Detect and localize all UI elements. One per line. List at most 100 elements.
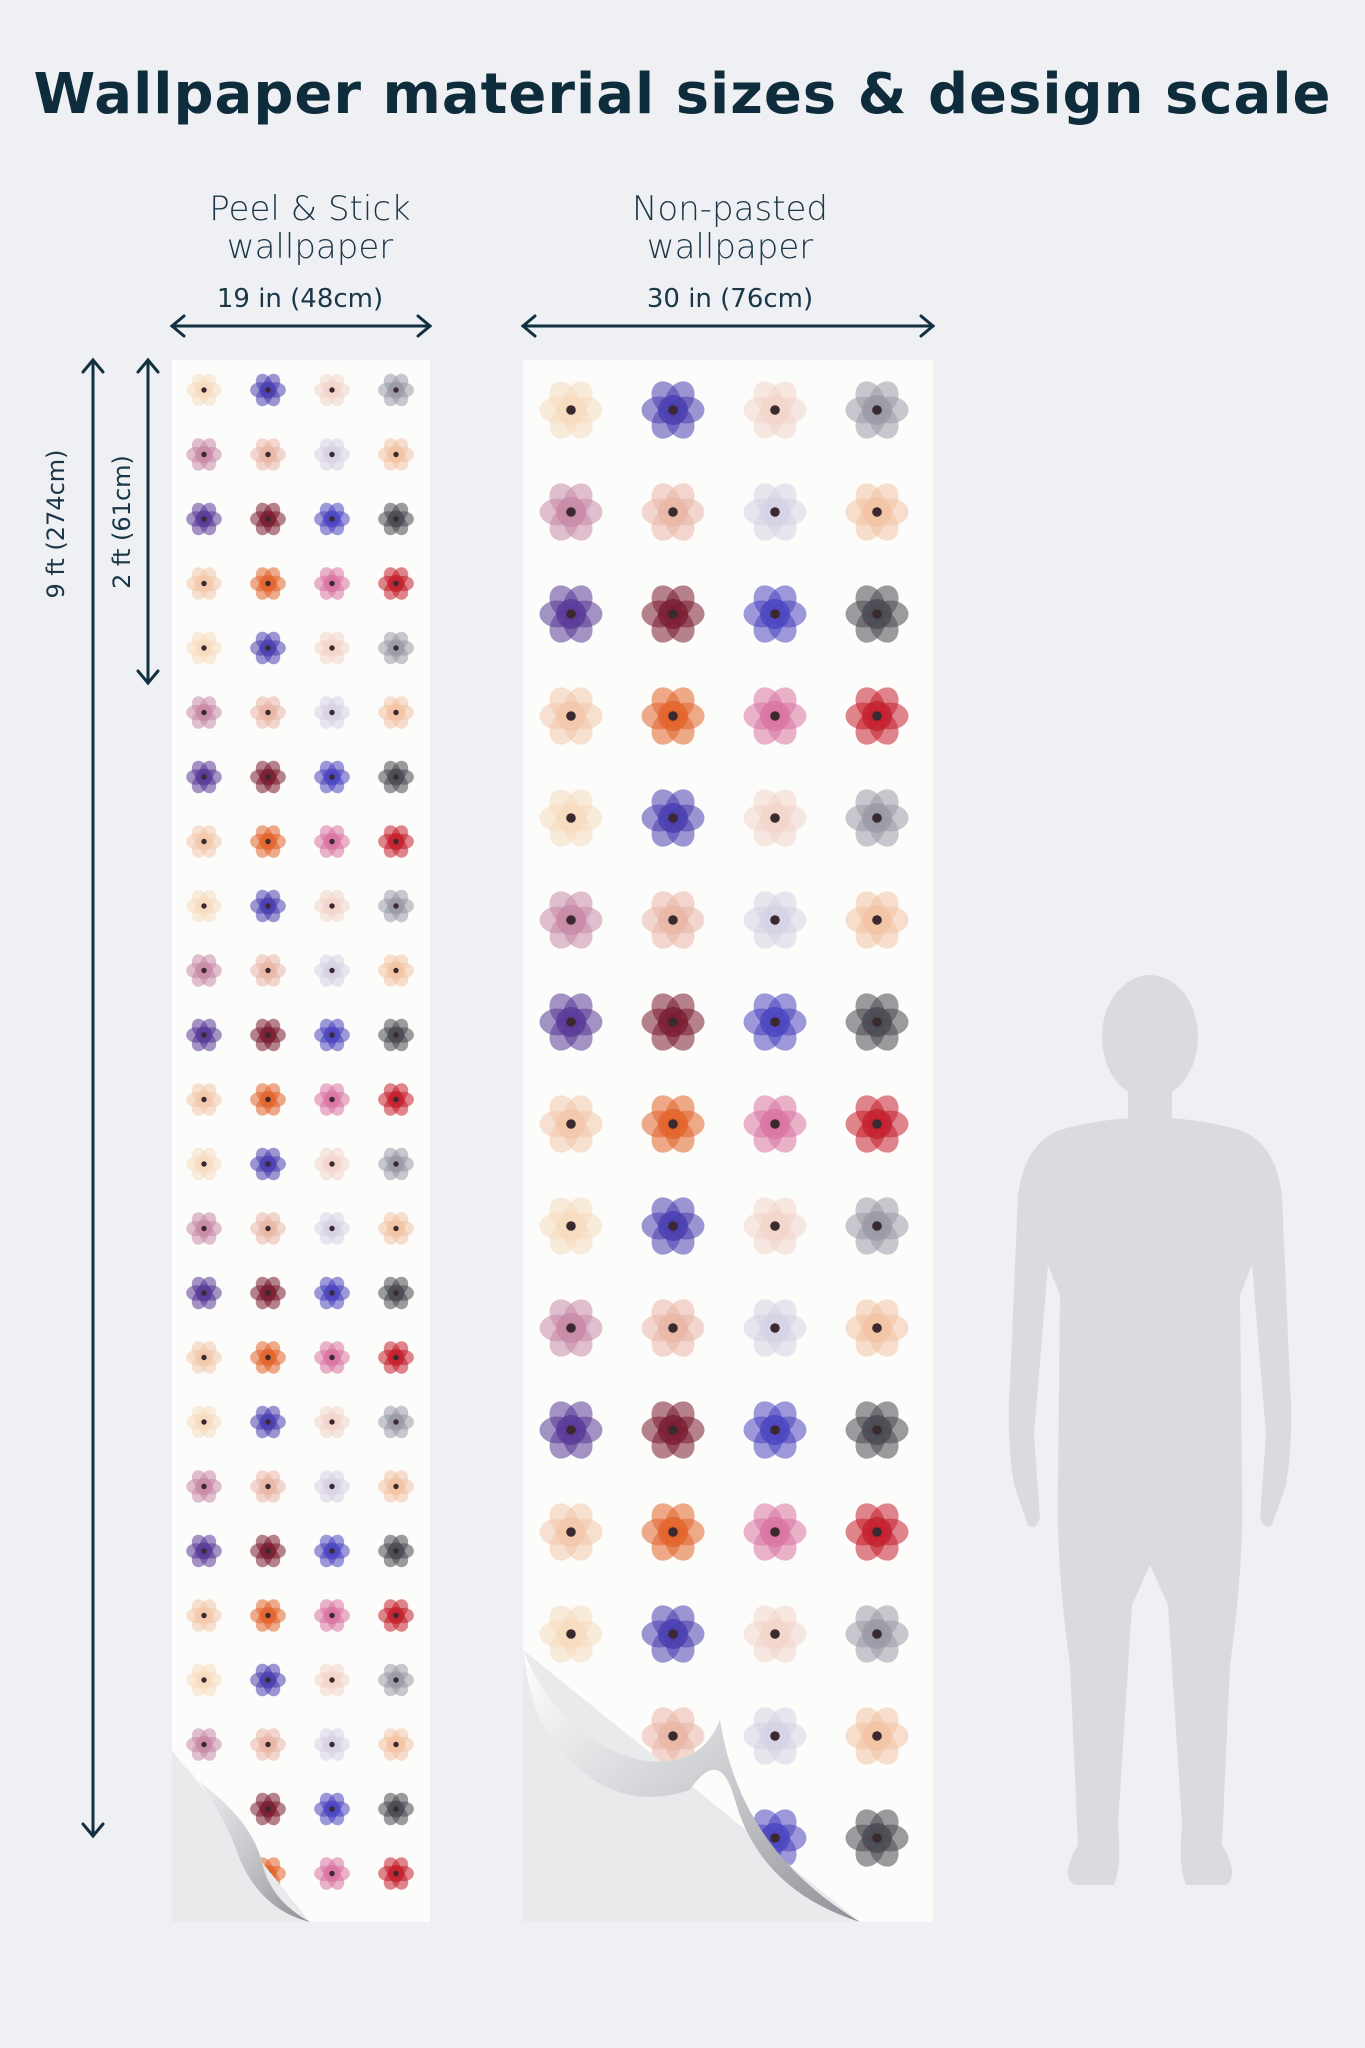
flower-motif [845,1197,909,1255]
flower-motif [641,993,705,1051]
flower-motif [186,954,222,987]
non-pasted-width-label: 30 in (76cm) [646,284,814,314]
flower-motif [641,1707,705,1765]
flower-motif [378,1534,414,1568]
flower-motif [186,825,222,858]
flower-motif [250,1341,286,1374]
flower-motif [743,1095,807,1153]
flower-motif [743,1299,807,1357]
flower-motif [378,696,414,729]
flower-motif [314,1792,350,1826]
flower-motif [378,1212,414,1245]
peel-stick-width-label: 19 in (48cm) [216,284,384,314]
flower-motif [539,1503,603,1561]
flower-motif [314,502,350,536]
flower-motif [743,1605,807,1663]
flower-motif [186,1018,222,1052]
flower-motif [314,1599,350,1632]
flower-motif [845,789,909,847]
flower-motif [250,502,286,536]
flower-motif [845,891,909,949]
flower-motif [314,1147,350,1181]
flower-motif [641,687,705,745]
peel-stick-pattern [186,373,414,1890]
flower-motif [314,1857,350,1890]
flower-motif [378,631,414,665]
flower-motif [314,567,350,600]
flower-motif [250,1728,286,1761]
flower-motif [186,1534,222,1568]
peel-stick-curl [172,1650,860,1922]
flower-motif [314,1276,350,1310]
flower-motif [250,1470,286,1503]
flower-motif [250,954,286,987]
flower-motif [845,1299,909,1357]
flower-motif [314,1728,350,1761]
flower-motif [378,1276,414,1310]
peel-stick-heading-line1: Peel & Stick [209,189,411,229]
flower-motif [641,891,705,949]
flower-motif [250,1083,286,1116]
flower-motif [378,1857,414,1890]
flower-motif [250,438,286,471]
flower-motif [314,438,350,471]
flower-motif [186,1728,222,1761]
flower-motif [539,585,603,643]
flower-motif [845,1503,909,1561]
flower-motif [378,1083,414,1116]
flower-motif [378,954,414,987]
flower-motif [186,373,222,407]
flower-motif [186,567,222,600]
flower-motif [539,1095,603,1153]
flower-motif [845,585,909,643]
flower-motif [378,567,414,600]
flower-motif [250,889,286,923]
peel-stick-heading-line2: wallpaper [226,227,394,267]
flower-motif [539,789,603,847]
flower-motif [845,483,909,541]
flower-motif [539,483,603,541]
flower-motif [314,760,350,794]
flower-motif [378,502,414,536]
flower-motif [186,760,222,794]
flower-motif [314,954,350,987]
flower-motif [186,1405,222,1439]
repeat-height-label: 2 ft (61cm) [108,455,136,589]
flower-motif [250,1018,286,1052]
flower-motif [641,381,705,439]
flower-motif [539,1299,603,1357]
non-pasted-heading-line2: wallpaper [646,227,814,267]
flower-motif [378,889,414,923]
flower-motif [314,696,350,729]
non-pasted-pattern [539,381,909,1867]
flower-motif [539,1605,603,1663]
flower-motif [250,1147,286,1181]
flower-motif [250,1663,286,1697]
flower-motif [743,585,807,643]
peel-stick-panel [172,360,430,1922]
flower-motif [845,1605,909,1663]
flower-motif [314,373,350,407]
flower-motif [314,1534,350,1568]
flower-motif [641,1095,705,1153]
flower-motif [641,1605,705,1663]
flower-motif [641,1401,705,1459]
non-pasted-panel [523,360,933,1922]
flower-motif [641,1503,705,1561]
flower-motif [186,1663,222,1697]
peel-stick-width-arrow [81,314,936,1839]
flower-motif [641,1299,705,1357]
flower-motif [378,1599,414,1632]
flower-motif [186,1341,222,1374]
flower-motif [378,1792,414,1826]
flower-motif [539,1401,603,1459]
flower-motif [250,1534,286,1568]
flower-motif [743,789,807,847]
flower-motif [378,438,414,471]
flower-motif [250,696,286,729]
flower-motif [314,1083,350,1116]
flower-motif [314,1018,350,1052]
non-pasted-heading: Non-pasted wallpaper [580,190,880,266]
flower-motif [250,760,286,794]
non-pasted-heading-line1: Non-pasted [631,189,828,229]
